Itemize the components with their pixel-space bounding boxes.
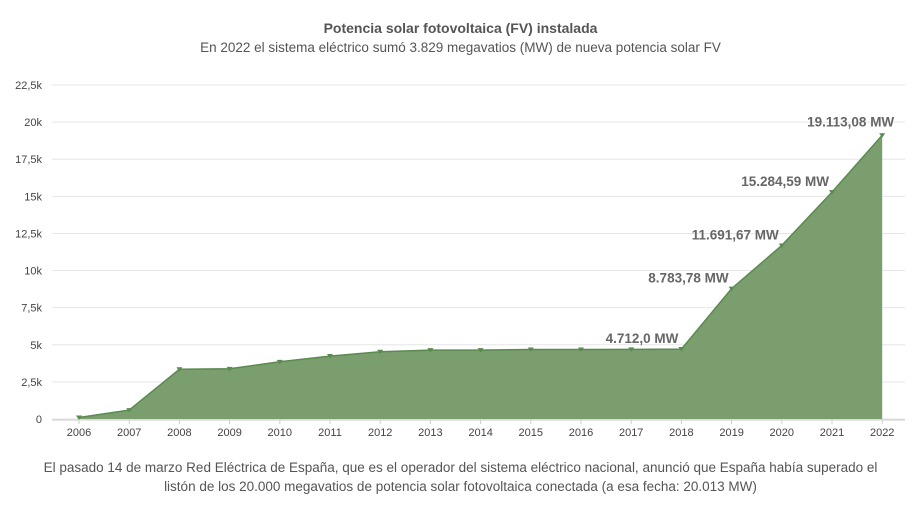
chart-title: Potencia solar fotovoltaica (FV) instala…	[323, 20, 598, 36]
data-point	[879, 133, 886, 138]
data-point	[578, 347, 584, 353]
data-point	[276, 359, 283, 365]
y-tick-label: 0	[36, 414, 42, 426]
area-fill	[79, 135, 883, 420]
y-tick-label: 5k	[30, 340, 42, 352]
data-point	[778, 243, 785, 248]
x-tick-label: 2012	[368, 427, 392, 439]
x-tick-label: 2017	[619, 427, 643, 439]
y-tick-label: 12,5k	[15, 228, 42, 240]
data-label: 4.712,0 MW	[606, 331, 679, 346]
y-tick-label: 22,5k	[15, 80, 42, 92]
x-tick-label: 2021	[820, 427, 844, 439]
chart-subtitle: En 2022 el sistema eléctrico sumó 3.829 …	[200, 40, 721, 55]
x-tick-label: 2009	[217, 427, 241, 439]
y-axis: 0 2,5k 5k 7,5k 10k 12,5k 15k 17,5k 20k 22,5k	[15, 80, 42, 426]
data-point	[427, 348, 434, 353]
data-label: 15.284,59 MW	[741, 174, 829, 189]
data-point	[728, 286, 735, 292]
data-point	[628, 347, 635, 352]
y-tick-label: 20k	[24, 117, 42, 129]
x-axis: 2006 2007 2008 2009 2010 2011 2012 2013 2014 2015…	[52, 419, 905, 439]
y-tick-label: 2,5k	[21, 377, 42, 389]
data-label: 19.113,08 MW	[807, 114, 894, 129]
data-label: 11.691,67 MW	[692, 227, 779, 242]
x-tick-label: 2007	[117, 427, 141, 439]
y-tick-label: 15k	[24, 191, 42, 203]
y-tick-label: 10k	[24, 266, 42, 278]
chart-caption: El pasado 14 de marzo Red Eléctrica de E…	[43, 460, 878, 494]
data-point	[176, 367, 183, 372]
x-tick-label: 2019	[719, 427, 743, 439]
y-tick-label: 7,5k	[21, 303, 42, 315]
data-point	[327, 354, 333, 359]
x-tick-label: 2014	[468, 427, 492, 439]
data-point	[377, 349, 384, 355]
x-tick-label: 2015	[519, 427, 543, 439]
y-tick-label: 17,5k	[15, 154, 42, 166]
data-point	[76, 415, 82, 421]
data-label: 8.783,78 MW	[648, 271, 729, 286]
data-point	[226, 366, 233, 372]
x-tick-label: 2006	[67, 427, 91, 439]
data-labels: 4.712,0 MW 8.783,78 MW 11.691,67 MW 15.284,…	[606, 114, 895, 346]
data-point	[829, 190, 835, 195]
x-tick-label: 2016	[569, 427, 593, 439]
area-series	[76, 133, 886, 421]
x-tick-label: 2013	[418, 427, 442, 439]
x-tick-label: 2010	[268, 427, 292, 439]
data-point	[527, 347, 534, 353]
data-point	[126, 408, 133, 413]
x-tick-label: 2020	[770, 427, 794, 439]
x-tick-label: 2011	[318, 427, 342, 439]
data-point	[678, 347, 685, 352]
data-point	[477, 348, 484, 353]
x-tick-label: 2008	[167, 427, 191, 439]
x-tick-label: 2022	[870, 427, 894, 439]
x-tick-label: 2018	[669, 427, 693, 439]
